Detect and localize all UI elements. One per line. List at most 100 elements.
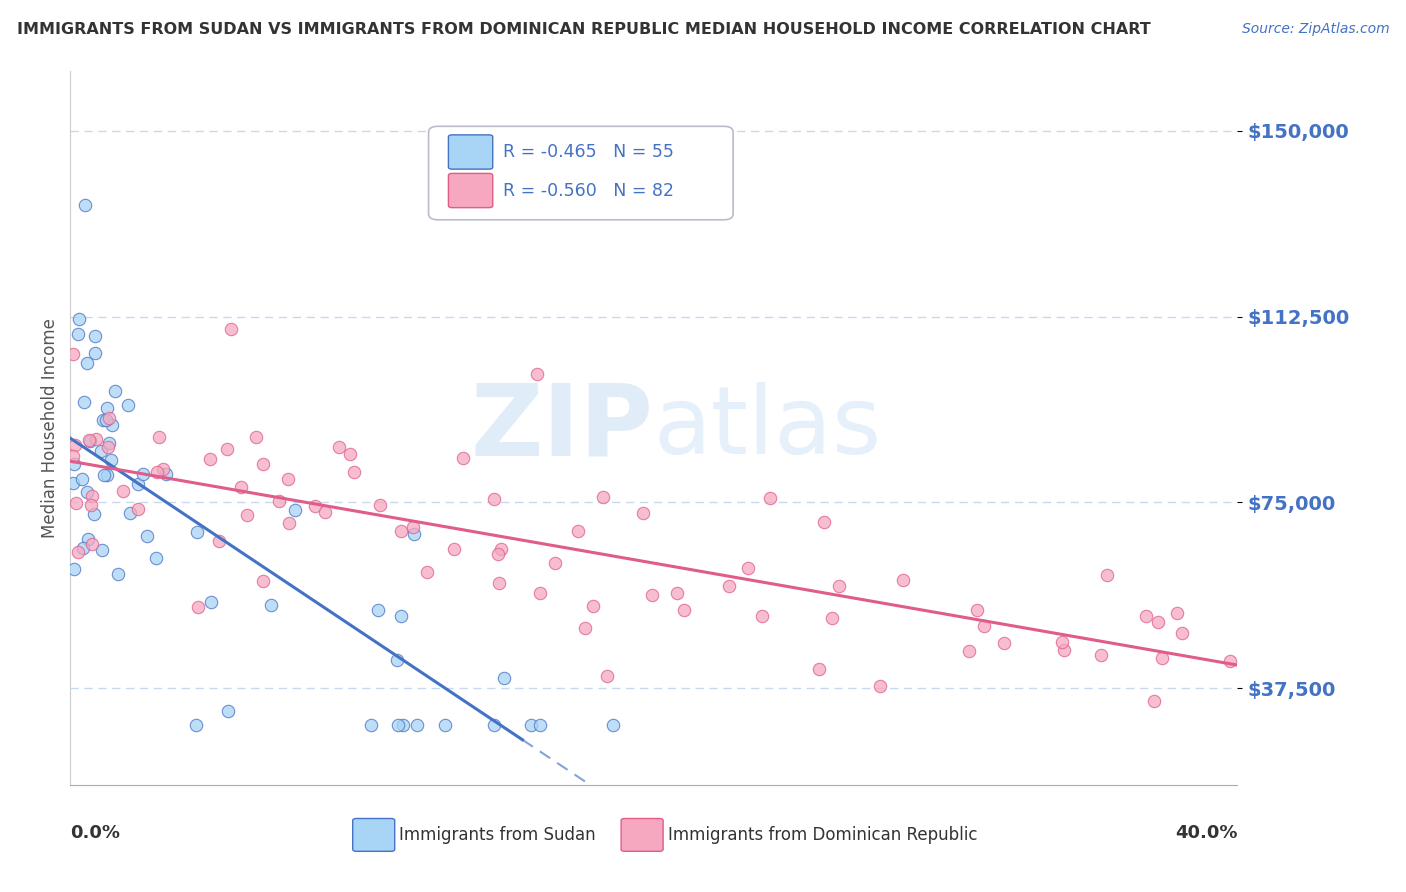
Point — [65, 496, 87, 510]
Text: IMMIGRANTS FROM SUDAN VS IMMIGRANTS FROM DOMINICAN REPUBLIC MEDIAN HOUSEHOLD INC: IMMIGRANTS FROM SUDAN VS IMMIGRANTS FROM… — [17, 22, 1150, 37]
Point — [152, 462, 174, 476]
Point — [73, 395, 96, 409]
Point — [90, 444, 112, 458]
Point — [76, 485, 98, 500]
Point — [404, 527, 426, 541]
Point — [717, 579, 740, 593]
Point — [1143, 694, 1166, 708]
Point — [62, 347, 84, 361]
Point — [486, 547, 509, 561]
Point — [582, 599, 605, 613]
Point — [1166, 606, 1188, 620]
Point — [673, 603, 696, 617]
Point — [97, 411, 120, 425]
Point — [84, 329, 107, 343]
FancyBboxPatch shape — [621, 819, 664, 851]
Point — [543, 557, 565, 571]
Point — [80, 489, 103, 503]
Point — [1095, 568, 1118, 582]
Point — [107, 567, 129, 582]
Point — [72, 541, 94, 555]
Point — [402, 520, 425, 534]
Point — [526, 367, 548, 381]
FancyBboxPatch shape — [449, 173, 492, 208]
Point — [198, 452, 221, 467]
Point — [360, 718, 382, 732]
Point — [596, 669, 619, 683]
Point — [118, 506, 141, 520]
Point — [93, 413, 115, 427]
Text: Immigrants from Sudan: Immigrants from Sudan — [399, 826, 596, 844]
Point — [665, 586, 688, 600]
Text: 40.0%: 40.0% — [1175, 824, 1237, 842]
Text: Source: ZipAtlas.com: Source: ZipAtlas.com — [1241, 22, 1389, 37]
Point — [77, 532, 100, 546]
Point — [491, 542, 513, 557]
Point — [416, 565, 439, 579]
Point — [574, 621, 596, 635]
Point — [277, 472, 299, 486]
Point — [1050, 635, 1073, 649]
Point — [63, 438, 86, 452]
Point — [93, 467, 115, 482]
Point — [813, 516, 835, 530]
Text: 0.0%: 0.0% — [70, 824, 121, 842]
Point — [993, 636, 1015, 650]
Point — [132, 467, 155, 481]
Point — [111, 483, 134, 498]
Point — [77, 433, 100, 447]
Point — [117, 398, 139, 412]
Point — [592, 490, 614, 504]
Point — [1053, 643, 1076, 657]
Point — [269, 494, 291, 508]
Point — [406, 718, 429, 732]
Point — [737, 561, 759, 575]
Point — [389, 524, 412, 538]
Point — [187, 599, 209, 614]
Point — [367, 603, 389, 617]
Point — [957, 644, 980, 658]
Point — [278, 516, 301, 530]
Point — [136, 529, 159, 543]
Point — [236, 508, 259, 523]
Point — [891, 573, 914, 587]
Point — [155, 467, 177, 482]
Point — [391, 718, 413, 732]
Point — [1135, 609, 1157, 624]
Point — [488, 575, 510, 590]
Point — [339, 447, 361, 461]
Text: atlas: atlas — [654, 382, 882, 475]
Point — [314, 505, 336, 519]
Point — [252, 574, 274, 589]
Point — [90, 543, 112, 558]
Point — [62, 449, 84, 463]
Point — [94, 413, 117, 427]
Point — [200, 595, 222, 609]
Point — [101, 417, 124, 432]
Point — [631, 506, 654, 520]
Point — [751, 608, 773, 623]
Point — [127, 502, 149, 516]
Point — [328, 440, 350, 454]
Point — [387, 718, 409, 732]
Point — [821, 611, 844, 625]
Point — [759, 491, 782, 505]
Point — [83, 346, 105, 360]
FancyBboxPatch shape — [449, 135, 492, 169]
Point — [1147, 615, 1170, 629]
Point — [219, 322, 242, 336]
Text: R = -0.465   N = 55: R = -0.465 N = 55 — [503, 143, 673, 161]
Point — [529, 586, 551, 600]
Point — [1171, 626, 1194, 640]
Point — [217, 704, 239, 718]
Point — [520, 718, 543, 732]
Point — [80, 537, 103, 551]
Point — [100, 453, 122, 467]
Point — [96, 468, 118, 483]
Point — [66, 327, 89, 342]
Point — [62, 476, 84, 491]
Point — [966, 603, 988, 617]
Point — [385, 653, 408, 667]
Point — [368, 499, 391, 513]
Point — [186, 524, 208, 539]
